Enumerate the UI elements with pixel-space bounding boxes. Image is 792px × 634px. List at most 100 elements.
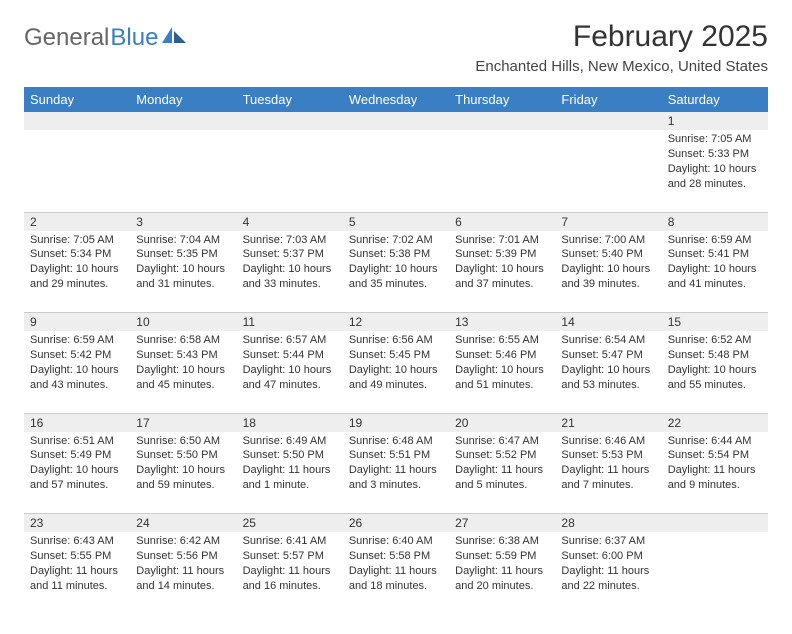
day-cell: Sunrise: 6:59 AMSunset: 5:42 PMDaylight:… bbox=[24, 331, 130, 413]
day-number-cell bbox=[130, 112, 236, 130]
sunset-text: Sunset: 5:50 PM bbox=[243, 448, 337, 463]
day-number: 19 bbox=[343, 414, 449, 432]
sunrise-text: Sunrise: 6:38 AM bbox=[455, 534, 549, 549]
day-cell: Sunrise: 7:02 AMSunset: 5:38 PMDaylight:… bbox=[343, 231, 449, 313]
day-number-cell: 23 bbox=[24, 514, 130, 533]
sunrise-text: Sunrise: 6:47 AM bbox=[455, 434, 549, 449]
day-cell: Sunrise: 6:52 AMSunset: 5:48 PMDaylight:… bbox=[662, 331, 768, 413]
daylight-text: Daylight: 10 hours and 57 minutes. bbox=[30, 463, 124, 493]
day-number bbox=[237, 112, 343, 130]
sunrise-text: Sunrise: 6:37 AM bbox=[561, 534, 655, 549]
daylight-text: Daylight: 11 hours and 7 minutes. bbox=[561, 463, 655, 493]
day-number-cell: 11 bbox=[237, 313, 343, 332]
day-number: 22 bbox=[662, 414, 768, 432]
daylight-text: Daylight: 10 hours and 33 minutes. bbox=[243, 262, 337, 292]
day-number-cell: 4 bbox=[237, 212, 343, 231]
day-number: 8 bbox=[662, 213, 768, 231]
sunset-text: Sunset: 5:37 PM bbox=[243, 247, 337, 262]
day-number: 9 bbox=[24, 313, 130, 331]
daylight-text: Daylight: 11 hours and 16 minutes. bbox=[243, 564, 337, 594]
day-cell bbox=[662, 532, 768, 614]
daylight-text: Daylight: 11 hours and 5 minutes. bbox=[455, 463, 549, 493]
day-number-cell: 18 bbox=[237, 413, 343, 432]
sunrise-text: Sunrise: 6:59 AM bbox=[668, 233, 762, 248]
day-cell: Sunrise: 6:43 AMSunset: 5:55 PMDaylight:… bbox=[24, 532, 130, 614]
sunset-text: Sunset: 5:41 PM bbox=[668, 247, 762, 262]
sunrise-text: Sunrise: 6:49 AM bbox=[243, 434, 337, 449]
day-cell bbox=[237, 130, 343, 212]
day-number: 5 bbox=[343, 213, 449, 231]
sunrise-text: Sunrise: 6:57 AM bbox=[243, 333, 337, 348]
sunrise-text: Sunrise: 6:51 AM bbox=[30, 434, 124, 449]
day-number-cell: 6 bbox=[449, 212, 555, 231]
logo-sail-icon bbox=[162, 24, 188, 52]
daylight-text: Daylight: 10 hours and 51 minutes. bbox=[455, 363, 549, 393]
day-cell: Sunrise: 6:42 AMSunset: 5:56 PMDaylight:… bbox=[130, 532, 236, 614]
day-number: 16 bbox=[24, 414, 130, 432]
sunset-text: Sunset: 5:56 PM bbox=[136, 549, 230, 564]
sunrise-text: Sunrise: 6:58 AM bbox=[136, 333, 230, 348]
logo-text-prefix: General bbox=[24, 24, 109, 52]
day-number-cell: 19 bbox=[343, 413, 449, 432]
sunset-text: Sunset: 5:57 PM bbox=[243, 549, 337, 564]
daylight-text: Daylight: 10 hours and 47 minutes. bbox=[243, 363, 337, 393]
sunset-text: Sunset: 5:44 PM bbox=[243, 348, 337, 363]
day-number bbox=[662, 514, 768, 532]
day-number-cell bbox=[237, 112, 343, 130]
daylight-text: Daylight: 11 hours and 14 minutes. bbox=[136, 564, 230, 594]
day-number-cell: 10 bbox=[130, 313, 236, 332]
day-cell: Sunrise: 6:50 AMSunset: 5:50 PMDaylight:… bbox=[130, 432, 236, 514]
day-number: 27 bbox=[449, 514, 555, 532]
day-cell: Sunrise: 6:59 AMSunset: 5:41 PMDaylight:… bbox=[662, 231, 768, 313]
daylight-text: Daylight: 10 hours and 28 minutes. bbox=[668, 162, 762, 192]
sunrise-text: Sunrise: 7:05 AM bbox=[30, 233, 124, 248]
day-number-cell bbox=[24, 112, 130, 130]
day-number-cell: 2 bbox=[24, 212, 130, 231]
day-cell: Sunrise: 6:44 AMSunset: 5:54 PMDaylight:… bbox=[662, 432, 768, 514]
day-number-cell: 15 bbox=[662, 313, 768, 332]
day-number-cell: 20 bbox=[449, 413, 555, 432]
logo-text-suffix: Blue bbox=[110, 24, 158, 52]
day-cell: Sunrise: 7:05 AMSunset: 5:33 PMDaylight:… bbox=[662, 130, 768, 212]
sunset-text: Sunset: 5:35 PM bbox=[136, 247, 230, 262]
sunset-text: Sunset: 5:55 PM bbox=[30, 549, 124, 564]
day-number: 6 bbox=[449, 213, 555, 231]
day-cell bbox=[343, 130, 449, 212]
day-number: 20 bbox=[449, 414, 555, 432]
day-cell bbox=[555, 130, 661, 212]
day-cell bbox=[24, 130, 130, 212]
calendar-table: SundayMondayTuesdayWednesdayThursdayFrid… bbox=[24, 87, 768, 614]
day-number-cell: 25 bbox=[237, 514, 343, 533]
day-number bbox=[449, 112, 555, 130]
day-number: 13 bbox=[449, 313, 555, 331]
sunset-text: Sunset: 5:39 PM bbox=[455, 247, 549, 262]
day-number: 15 bbox=[662, 313, 768, 331]
sunrise-text: Sunrise: 6:40 AM bbox=[349, 534, 443, 549]
day-cell: Sunrise: 6:38 AMSunset: 5:59 PMDaylight:… bbox=[449, 532, 555, 614]
sunrise-text: Sunrise: 6:43 AM bbox=[30, 534, 124, 549]
sunrise-text: Sunrise: 6:44 AM bbox=[668, 434, 762, 449]
day-cell: Sunrise: 6:57 AMSunset: 5:44 PMDaylight:… bbox=[237, 331, 343, 413]
day-cell: Sunrise: 6:46 AMSunset: 5:53 PMDaylight:… bbox=[555, 432, 661, 514]
day-number bbox=[130, 112, 236, 130]
day-cell: Sunrise: 6:55 AMSunset: 5:46 PMDaylight:… bbox=[449, 331, 555, 413]
day-number: 3 bbox=[130, 213, 236, 231]
sunset-text: Sunset: 5:34 PM bbox=[30, 247, 124, 262]
day-cell: Sunrise: 6:51 AMSunset: 5:49 PMDaylight:… bbox=[24, 432, 130, 514]
sunset-text: Sunset: 5:46 PM bbox=[455, 348, 549, 363]
sunrise-text: Sunrise: 6:46 AM bbox=[561, 434, 655, 449]
daylight-text: Daylight: 10 hours and 53 minutes. bbox=[561, 363, 655, 393]
day-number: 7 bbox=[555, 213, 661, 231]
day-number-cell bbox=[449, 112, 555, 130]
sunrise-text: Sunrise: 6:48 AM bbox=[349, 434, 443, 449]
day-number-cell: 17 bbox=[130, 413, 236, 432]
daylight-text: Daylight: 10 hours and 31 minutes. bbox=[136, 262, 230, 292]
day-cell bbox=[130, 130, 236, 212]
sunrise-text: Sunrise: 6:42 AM bbox=[136, 534, 230, 549]
daylight-text: Daylight: 10 hours and 37 minutes. bbox=[455, 262, 549, 292]
day-number: 4 bbox=[237, 213, 343, 231]
day-cell: Sunrise: 6:49 AMSunset: 5:50 PMDaylight:… bbox=[237, 432, 343, 514]
sunrise-text: Sunrise: 6:52 AM bbox=[668, 333, 762, 348]
day-number-cell: 13 bbox=[449, 313, 555, 332]
daylight-text: Daylight: 10 hours and 39 minutes. bbox=[561, 262, 655, 292]
